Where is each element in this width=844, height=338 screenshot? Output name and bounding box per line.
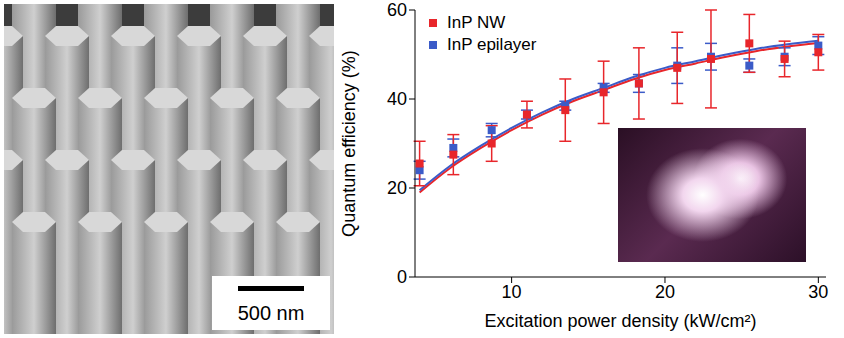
svg-text:0: 0 [397,267,407,287]
svg-text:40: 40 [387,89,407,109]
svg-text:10: 10 [502,282,522,302]
svg-text:20: 20 [387,178,407,198]
svg-text:20: 20 [655,282,675,302]
svg-text:30: 30 [808,282,828,302]
svg-text:500 nm: 500 nm [238,302,305,324]
html-text:InP NW: InP NW [447,13,506,32]
html-text:InP epilayer: InP epilayer [447,35,537,54]
svg-text:Quantum efficiency (%): Quantum efficiency (%) [339,50,359,237]
svg-text:60: 60 [387,0,407,20]
svg-text:Excitation power density (kW/c: Excitation power density (kW/cm²) [484,311,756,331]
